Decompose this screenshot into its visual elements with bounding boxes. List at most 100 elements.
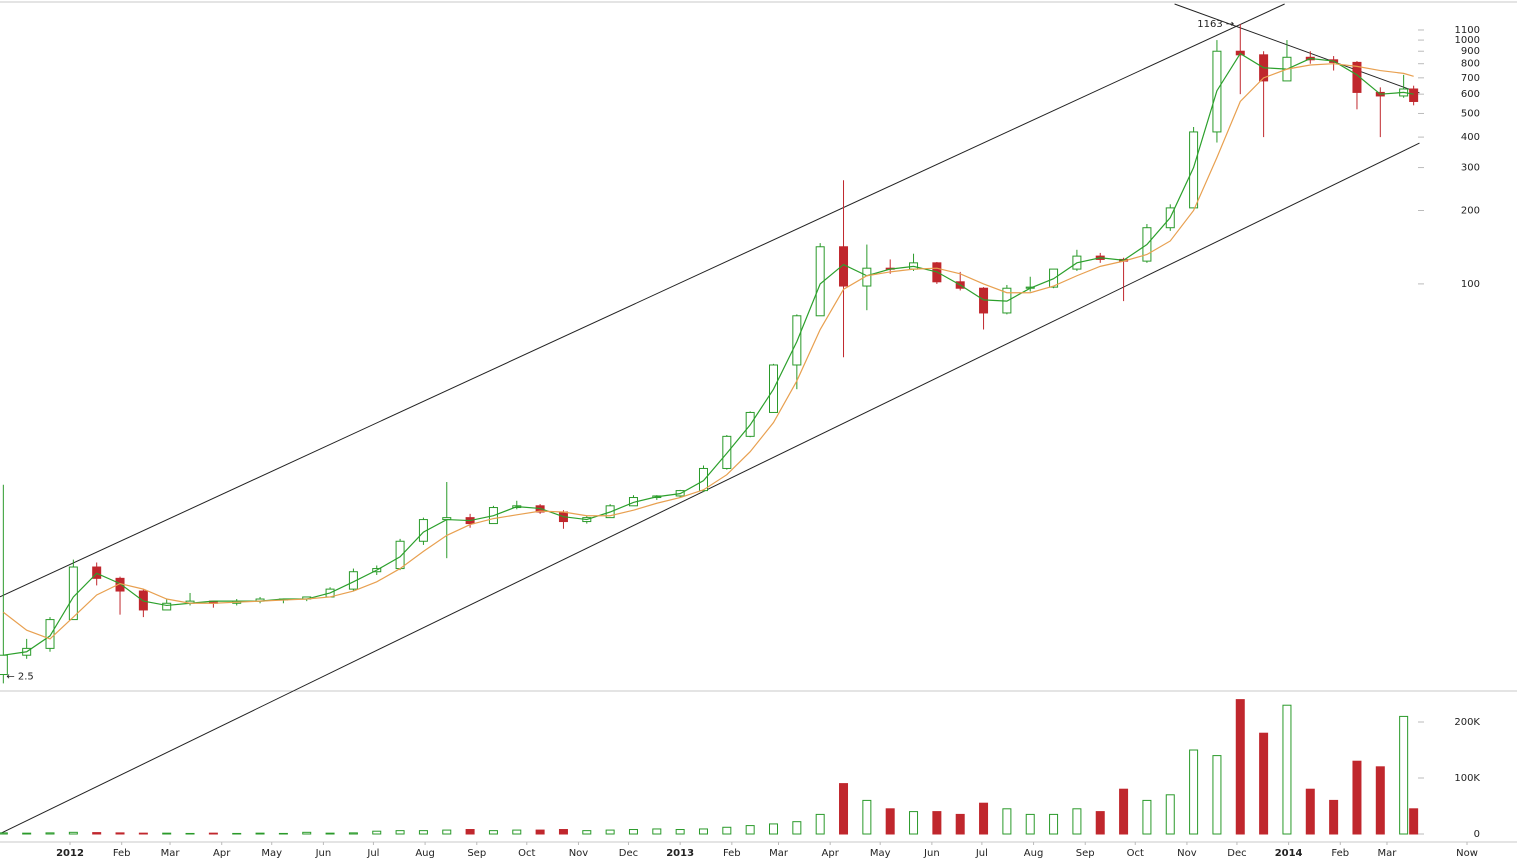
volume-bar (885, 808, 895, 835)
volume-bar (488, 830, 498, 835)
volume-bar (68, 831, 78, 835)
x-tick-label: Aug (1024, 848, 1044, 859)
volume-bar (22, 832, 32, 835)
x-tick-label: Now (1456, 848, 1478, 859)
x-tick-label: Apr (213, 848, 231, 859)
volume-bar (115, 832, 125, 835)
volume-bar (1212, 755, 1222, 835)
volume-bar (862, 799, 872, 835)
y-tick-label: 200 (1461, 205, 1480, 216)
y-tick-label: 300 (1461, 163, 1480, 174)
volume-bar (582, 830, 592, 835)
volume-bar (232, 832, 242, 835)
volume-bar (1142, 799, 1152, 835)
x-tick-label: Oct (518, 848, 535, 859)
y-tick-label: 1000 (1455, 35, 1480, 46)
volume-tick-label: 0 (1474, 829, 1480, 840)
volume-bar (1189, 749, 1199, 835)
volume-bar (418, 830, 428, 835)
volume-bar (1375, 766, 1385, 835)
candle-body (92, 566, 102, 579)
trend-line (1174, 3, 1420, 94)
volume-bar (1235, 699, 1245, 835)
x-tick-label: Dec (619, 848, 638, 859)
volume-bar (1282, 704, 1292, 835)
x-tick-label: Sep (467, 848, 486, 859)
y-tick-label: 800 (1461, 59, 1480, 70)
x-tick-label: Aug (415, 848, 435, 859)
x-tick-label: Jul (975, 848, 988, 859)
y-tick-label: 900 (1461, 46, 1480, 57)
y-tick-label: 100 (1461, 279, 1480, 290)
trend-line (0, 3, 1285, 598)
x-tick-label: Jun (923, 848, 940, 859)
volume-bar (815, 813, 825, 835)
y-tick-label: 1100 (1455, 25, 1480, 36)
volume-bar (909, 811, 919, 835)
volume-bar (1352, 760, 1362, 835)
candle-body (1409, 88, 1419, 102)
volume-bar (0, 832, 8, 835)
annotation: ← 2.5 (6, 672, 33, 683)
volume-bar (138, 832, 148, 835)
candle-body (1189, 131, 1199, 209)
moving-average (3, 52, 1414, 656)
volume-bar (92, 832, 102, 835)
candle-body (45, 619, 55, 649)
x-tick-label: Mar (161, 848, 181, 859)
volume-bar (792, 821, 802, 835)
volume-bar (1305, 788, 1315, 835)
x-tick-label: May (261, 848, 282, 859)
x-tick-label: Nov (1177, 848, 1197, 859)
x-tick-label: Apr (822, 848, 840, 859)
x-tick-label: Nov (569, 848, 589, 859)
volume-bar (395, 830, 405, 835)
x-tick-label: Mar (769, 848, 789, 859)
volume-bar (675, 829, 685, 835)
x-tick-label: Feb (1331, 848, 1349, 859)
volume-bar (605, 829, 615, 835)
volume-bar (512, 829, 522, 835)
candle-body (395, 540, 405, 570)
volume-bar (348, 832, 358, 835)
volume-bar (465, 829, 475, 835)
x-tick-label: Feb (113, 848, 131, 859)
y-tick-label: 400 (1461, 132, 1480, 143)
x-tick-label: Jul (366, 848, 379, 859)
volume-bar (698, 828, 708, 835)
volume-bar (722, 826, 732, 835)
volume-bar (302, 831, 312, 835)
volume-bar (208, 832, 218, 835)
x-tick-label: Sep (1076, 848, 1095, 859)
x-tick-label: Dec (1227, 848, 1246, 859)
volume-bar (1399, 715, 1409, 835)
x-tick-label: 2014 (1275, 848, 1303, 859)
volume-bar (325, 832, 335, 835)
volume-bar (1165, 794, 1175, 835)
y-tick-label: 700 (1461, 73, 1480, 84)
volume-bar (442, 829, 452, 835)
volume-bar (628, 829, 638, 835)
x-tick-label: 2012 (56, 848, 84, 859)
trend-line (0, 142, 1420, 835)
volume-bar (162, 832, 172, 835)
x-tick-label: Jun (315, 848, 332, 859)
volume-bar (372, 830, 382, 835)
y-tick-label: 600 (1461, 89, 1480, 100)
volume-bar (1329, 799, 1339, 835)
volume-bar (1095, 811, 1105, 835)
volume-bar (535, 829, 545, 835)
moving-average (2, 63, 1414, 640)
volume-bar (839, 783, 849, 835)
annotation: 1163 → (1197, 19, 1234, 30)
volume-bar (955, 813, 965, 835)
candle-body (162, 602, 172, 611)
volume-tick-label: 200K (1454, 717, 1480, 728)
volume-bar (1072, 808, 1082, 835)
x-tick-label: Feb (723, 848, 741, 859)
x-tick-label: 2013 (666, 848, 694, 859)
x-tick-label: Oct (1127, 848, 1144, 859)
volume-bar (1409, 808, 1419, 835)
volume-bar (745, 825, 755, 835)
